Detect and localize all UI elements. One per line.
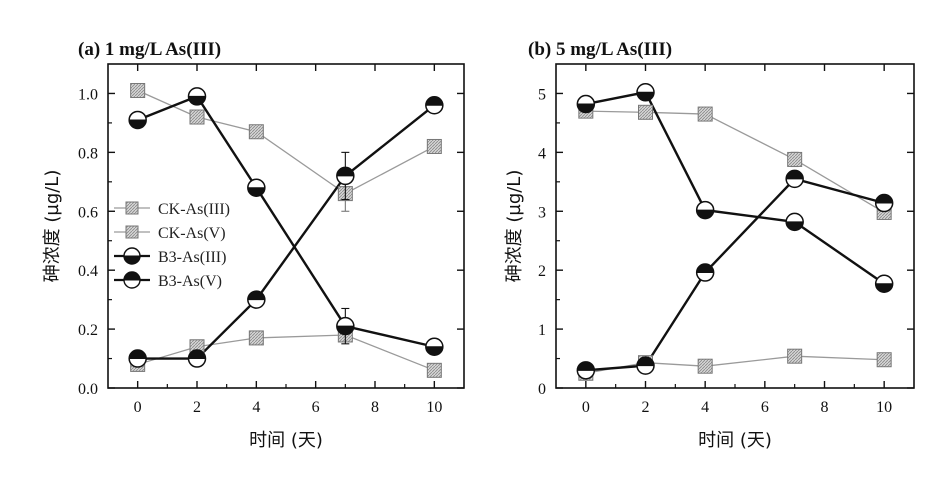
- plot-frame: [556, 64, 914, 388]
- y-tick-label: 0.4: [78, 263, 98, 280]
- data-point-fill: [426, 347, 443, 356]
- legend-item: B3-As(III): [114, 248, 226, 266]
- x-tick-label: 6: [312, 399, 320, 416]
- data-point-fill: [129, 120, 146, 129]
- x-tick-label: 4: [701, 399, 709, 416]
- series-line: [586, 92, 884, 283]
- data-point: [131, 84, 145, 98]
- x-tick-label: 6: [761, 399, 769, 416]
- chart-title: (a) 1 mg/L As(III): [78, 39, 221, 60]
- y-tick-label: 4: [538, 145, 546, 162]
- x-tick-labels: 0 2 4 6 8 10: [134, 399, 443, 416]
- x-tick-label: 4: [252, 399, 260, 416]
- data-point: [698, 359, 712, 373]
- data-point-fill: [577, 362, 594, 371]
- series-line: [138, 335, 435, 370]
- y-tick-label: 5: [538, 86, 546, 103]
- y-tick-labels: 0.0 0.2 0.4 0.6 0.8 1.0: [78, 86, 98, 398]
- legend-item: CK-As(V): [114, 225, 226, 242]
- axes-ticks: [556, 64, 914, 388]
- data-point: [639, 105, 653, 119]
- y-tick-label: 1: [538, 322, 546, 339]
- data-point-fill: [876, 284, 893, 293]
- legend-label: B3-As(V): [158, 273, 222, 290]
- data-point-fill: [426, 97, 443, 106]
- y-tick-label: 0: [538, 381, 546, 398]
- x-tick-label: 8: [371, 399, 379, 416]
- data-point-fill: [129, 350, 146, 359]
- y-tick-label: 0.2: [78, 322, 98, 339]
- y-tick-label: 2: [538, 263, 546, 280]
- x-tick-label: 10: [426, 399, 442, 416]
- legend-label: CK-As(V): [158, 225, 226, 242]
- x-tick-labels: 0 2 4 6 8 10: [582, 399, 892, 416]
- series-line: [138, 96, 435, 346]
- legend-item: CK-As(III): [114, 201, 230, 218]
- x-tick-label: 0: [134, 399, 142, 416]
- series-line: [586, 111, 884, 212]
- chart-panel-a: (a) 1 mg/L As(III) 0 2 4 6 8 10 0.0 0.2 …: [42, 39, 464, 451]
- x-tick-label: 2: [642, 399, 650, 416]
- x-axis-label: 时间 (天): [698, 430, 772, 451]
- y-tick-label: 0.0: [78, 381, 98, 398]
- series-markers: [577, 84, 892, 380]
- x-tick-label: 10: [876, 399, 892, 416]
- chart-panel-b: (b) 5 mg/L As(III) 0 2 4 6 8 10 0 1 2 3 …: [504, 39, 914, 451]
- data-point-fill: [876, 195, 893, 204]
- x-tick-label: 2: [193, 399, 201, 416]
- legend-label: B3-As(III): [158, 249, 226, 266]
- data-point: [427, 363, 441, 377]
- data-point: [698, 107, 712, 121]
- y-tick-label: 3: [538, 204, 546, 221]
- data-point: [249, 125, 263, 139]
- x-tick-label: 8: [821, 399, 829, 416]
- data-point: [427, 139, 441, 153]
- y-axis-label: 砷浓度 (µg/L): [504, 170, 525, 283]
- x-tick-label: 0: [582, 399, 590, 416]
- data-point: [788, 152, 802, 166]
- y-tick-label: 0.6: [78, 204, 98, 221]
- y-tick-label: 1.0: [78, 86, 98, 103]
- series-lines: [586, 92, 884, 373]
- x-axis-label: 时间 (天): [249, 430, 323, 451]
- legend: CK-As(III) CK-As(V) B3-As(III) B3-As(V): [114, 201, 230, 290]
- data-point-fill: [637, 92, 654, 101]
- chart-title: (b) 5 mg/L As(III): [528, 39, 672, 60]
- data-point-fill: [786, 222, 803, 231]
- data-point-fill: [337, 167, 354, 176]
- data-point: [877, 353, 891, 367]
- legend-label: CK-As(III): [158, 201, 230, 218]
- y-tick-label: 0.8: [78, 145, 98, 162]
- series-line: [586, 179, 884, 370]
- series-line: [586, 356, 884, 373]
- data-point: [788, 349, 802, 363]
- data-point: [249, 331, 263, 345]
- y-tick-labels: 0 1 2 3 4 5: [538, 86, 546, 398]
- data-point: [190, 110, 204, 124]
- legend-item: B3-As(V): [114, 272, 222, 290]
- y-axis-label: 砷浓度 (µg/L): [42, 170, 63, 283]
- data-point-fill: [697, 210, 714, 219]
- data-point-fill: [786, 170, 803, 179]
